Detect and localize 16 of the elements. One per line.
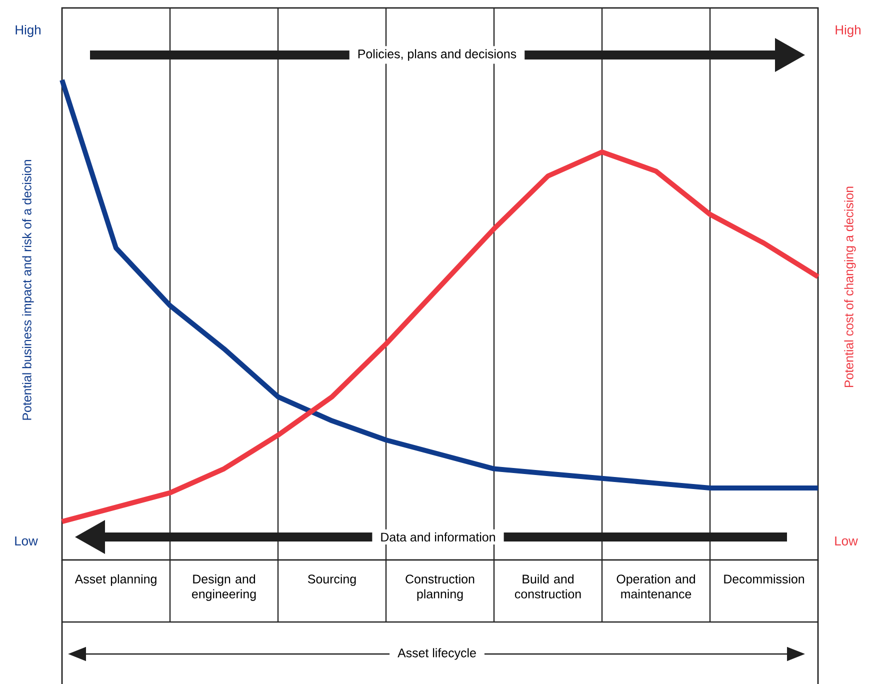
x-tick-label: Asset planning xyxy=(74,574,156,586)
text: Low xyxy=(15,536,38,546)
x-tick-label: Construction planning xyxy=(406,574,474,601)
y-axis-title: Potential business impact and risk of a decision xyxy=(22,160,34,420)
annotation: Data and information xyxy=(381,532,495,542)
x-tick-label: Design and engineering xyxy=(192,574,256,601)
x-tick-label: Build and construction xyxy=(514,574,581,598)
x-tick-label: Operation and maintenance xyxy=(616,574,695,598)
x-tick-label: Sourcing xyxy=(308,574,356,586)
x-tick-label: Decommission xyxy=(724,574,804,584)
y2-axis-title: Potential cost of changing a decision xyxy=(844,186,856,388)
text: Low xyxy=(835,536,858,546)
text: High xyxy=(836,24,860,38)
text: Policies, plans and decisions xyxy=(358,49,516,61)
text: Asset lifecycle xyxy=(398,648,476,660)
text: High xyxy=(16,24,40,38)
